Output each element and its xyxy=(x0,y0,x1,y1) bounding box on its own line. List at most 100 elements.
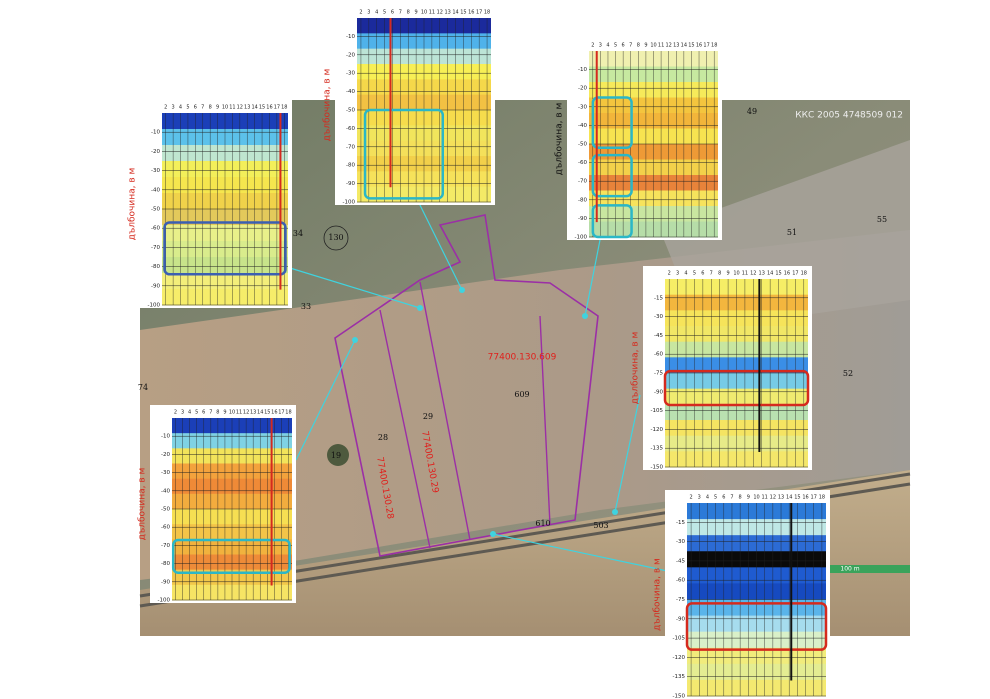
inset-profile: -15 -30 -45 -60 -75 -90 -105 -120 -135 -150 2 3 4 5 6 7… xyxy=(653,490,830,699)
x-tick-label: 5 xyxy=(714,495,717,501)
x-tick-label: 6 xyxy=(202,410,205,416)
y-tick-label: -100 xyxy=(575,235,588,241)
x-tick-label: 9 xyxy=(726,271,729,277)
y-tick-label: -10 xyxy=(346,34,355,40)
y-tick-label: -40 xyxy=(151,187,160,193)
y-axis-label: дълбочина, в м xyxy=(128,168,138,241)
x-tick-label: 15 xyxy=(264,410,270,416)
x-tick-label: 17 xyxy=(792,271,798,277)
parcel-id: 74 xyxy=(138,383,148,392)
x-tick-label: 8 xyxy=(216,410,219,416)
y-tick-label: -120 xyxy=(673,655,686,661)
y-tick-label: -30 xyxy=(654,314,663,320)
y-tick-label: -90 xyxy=(151,283,160,289)
y-tick-label: -100 xyxy=(343,200,356,206)
x-tick-label: 17 xyxy=(274,105,280,111)
y-tick-label: -45 xyxy=(654,333,663,339)
x-tick-label: 13 xyxy=(759,271,765,277)
y-tick-label: -20 xyxy=(161,452,170,458)
y-tick-label: -90 xyxy=(161,579,170,585)
x-tick-label: 11 xyxy=(658,43,664,49)
y-tick-label: -90 xyxy=(346,181,355,187)
y-tick-label: -50 xyxy=(151,207,160,213)
y-tick-label: -105 xyxy=(651,408,664,414)
x-tick-label: 18 xyxy=(285,410,291,416)
highlight-box xyxy=(163,221,287,276)
inset-profile: -15 -30 -45 -60 -75 -90 -105 -120 -135 -150 2 3 4 5 6 7… xyxy=(631,266,812,471)
y-tick-label: -90 xyxy=(676,616,685,622)
x-tick-label: 7 xyxy=(209,410,212,416)
x-tick-label: 9 xyxy=(747,495,750,501)
x-tick-label: 16 xyxy=(802,495,808,501)
y-tick-label: -40 xyxy=(578,123,587,129)
x-tick-label: 11 xyxy=(429,10,435,16)
y-tick-label: -105 xyxy=(673,636,686,642)
x-tick-label: 7 xyxy=(730,495,733,501)
parcel-id: 34 xyxy=(293,229,303,238)
y-tick-label: -50 xyxy=(578,142,587,148)
x-tick-label: 10 xyxy=(753,495,759,501)
y-tick-label: -75 xyxy=(676,597,685,603)
x-tick-label: 5 xyxy=(195,410,198,416)
y-tick-label: -80 xyxy=(161,561,170,567)
x-tick-label: 13 xyxy=(250,410,256,416)
x-tick-label: 12 xyxy=(750,271,756,277)
y-tick-label: -135 xyxy=(673,674,686,680)
x-tick-label: 14 xyxy=(452,10,458,16)
parcel-id: 503 xyxy=(593,521,608,530)
x-tick-label: 14 xyxy=(251,105,257,111)
x-tick-label: 8 xyxy=(407,10,410,16)
y-tick-label: -70 xyxy=(161,543,170,549)
parcel-id: 52 xyxy=(843,369,853,378)
x-tick-label: 15 xyxy=(688,43,694,49)
x-tick-label: 14 xyxy=(257,410,263,416)
x-tick-label: 9 xyxy=(415,10,418,16)
y-tick-label: -150 xyxy=(651,465,664,471)
y-tick-label: -20 xyxy=(151,149,160,155)
y-tick-label: -15 xyxy=(676,520,685,526)
highlight-box xyxy=(363,108,445,200)
x-tick-label: 16 xyxy=(784,271,790,277)
x-tick-label: 4 xyxy=(179,105,182,111)
x-tick-label: 5 xyxy=(383,10,386,16)
y-tick-label: -10 xyxy=(151,130,160,136)
x-tick-label: 11 xyxy=(229,105,235,111)
x-tick-label: 2 xyxy=(164,105,167,111)
y-tick-label: -45 xyxy=(676,558,685,564)
y-tick-label: -80 xyxy=(578,197,587,203)
y-tick-label: -30 xyxy=(346,71,355,77)
y-tick-label: -30 xyxy=(578,104,587,110)
highlight-box xyxy=(591,96,633,149)
x-tick-label: 18 xyxy=(281,105,287,111)
y-tick-label: -60 xyxy=(346,126,355,132)
x-tick-label: 16 xyxy=(696,43,702,49)
y-tick-label: -20 xyxy=(578,86,587,92)
x-tick-label: 4 xyxy=(684,271,687,277)
x-tick-label: 6 xyxy=(194,105,197,111)
y-tick-label: -50 xyxy=(346,108,355,114)
y-tick-label: -60 xyxy=(654,352,663,358)
x-tick-label: 3 xyxy=(676,271,679,277)
x-tick-label: 5 xyxy=(693,271,696,277)
y-tick-label: -150 xyxy=(673,694,686,699)
x-tick-label: 10 xyxy=(229,410,235,416)
x-tick-label: 4 xyxy=(188,410,191,416)
y-axis-label: дълбочина, в м xyxy=(555,103,565,176)
scale-label: 100 m xyxy=(840,566,859,573)
x-tick-label: 13 xyxy=(444,10,450,16)
x-tick-label: 18 xyxy=(819,495,825,501)
x-tick-label: 5 xyxy=(186,105,189,111)
y-tick-label: -20 xyxy=(346,52,355,58)
y-tick-label: -90 xyxy=(654,389,663,395)
parcel-id: 49 xyxy=(747,107,757,116)
x-tick-label: 15 xyxy=(775,271,781,277)
x-tick-label: 18 xyxy=(801,271,807,277)
parcel-id: 609 xyxy=(514,390,529,399)
x-tick-label: 15 xyxy=(460,10,466,16)
y-tick-label: -60 xyxy=(151,226,160,232)
x-tick-label: 3 xyxy=(698,495,701,501)
x-tick-label: 4 xyxy=(606,43,609,49)
x-tick-label: 7 xyxy=(399,10,402,16)
y-tick-label: -60 xyxy=(161,525,170,531)
x-tick-label: 18 xyxy=(711,43,717,49)
